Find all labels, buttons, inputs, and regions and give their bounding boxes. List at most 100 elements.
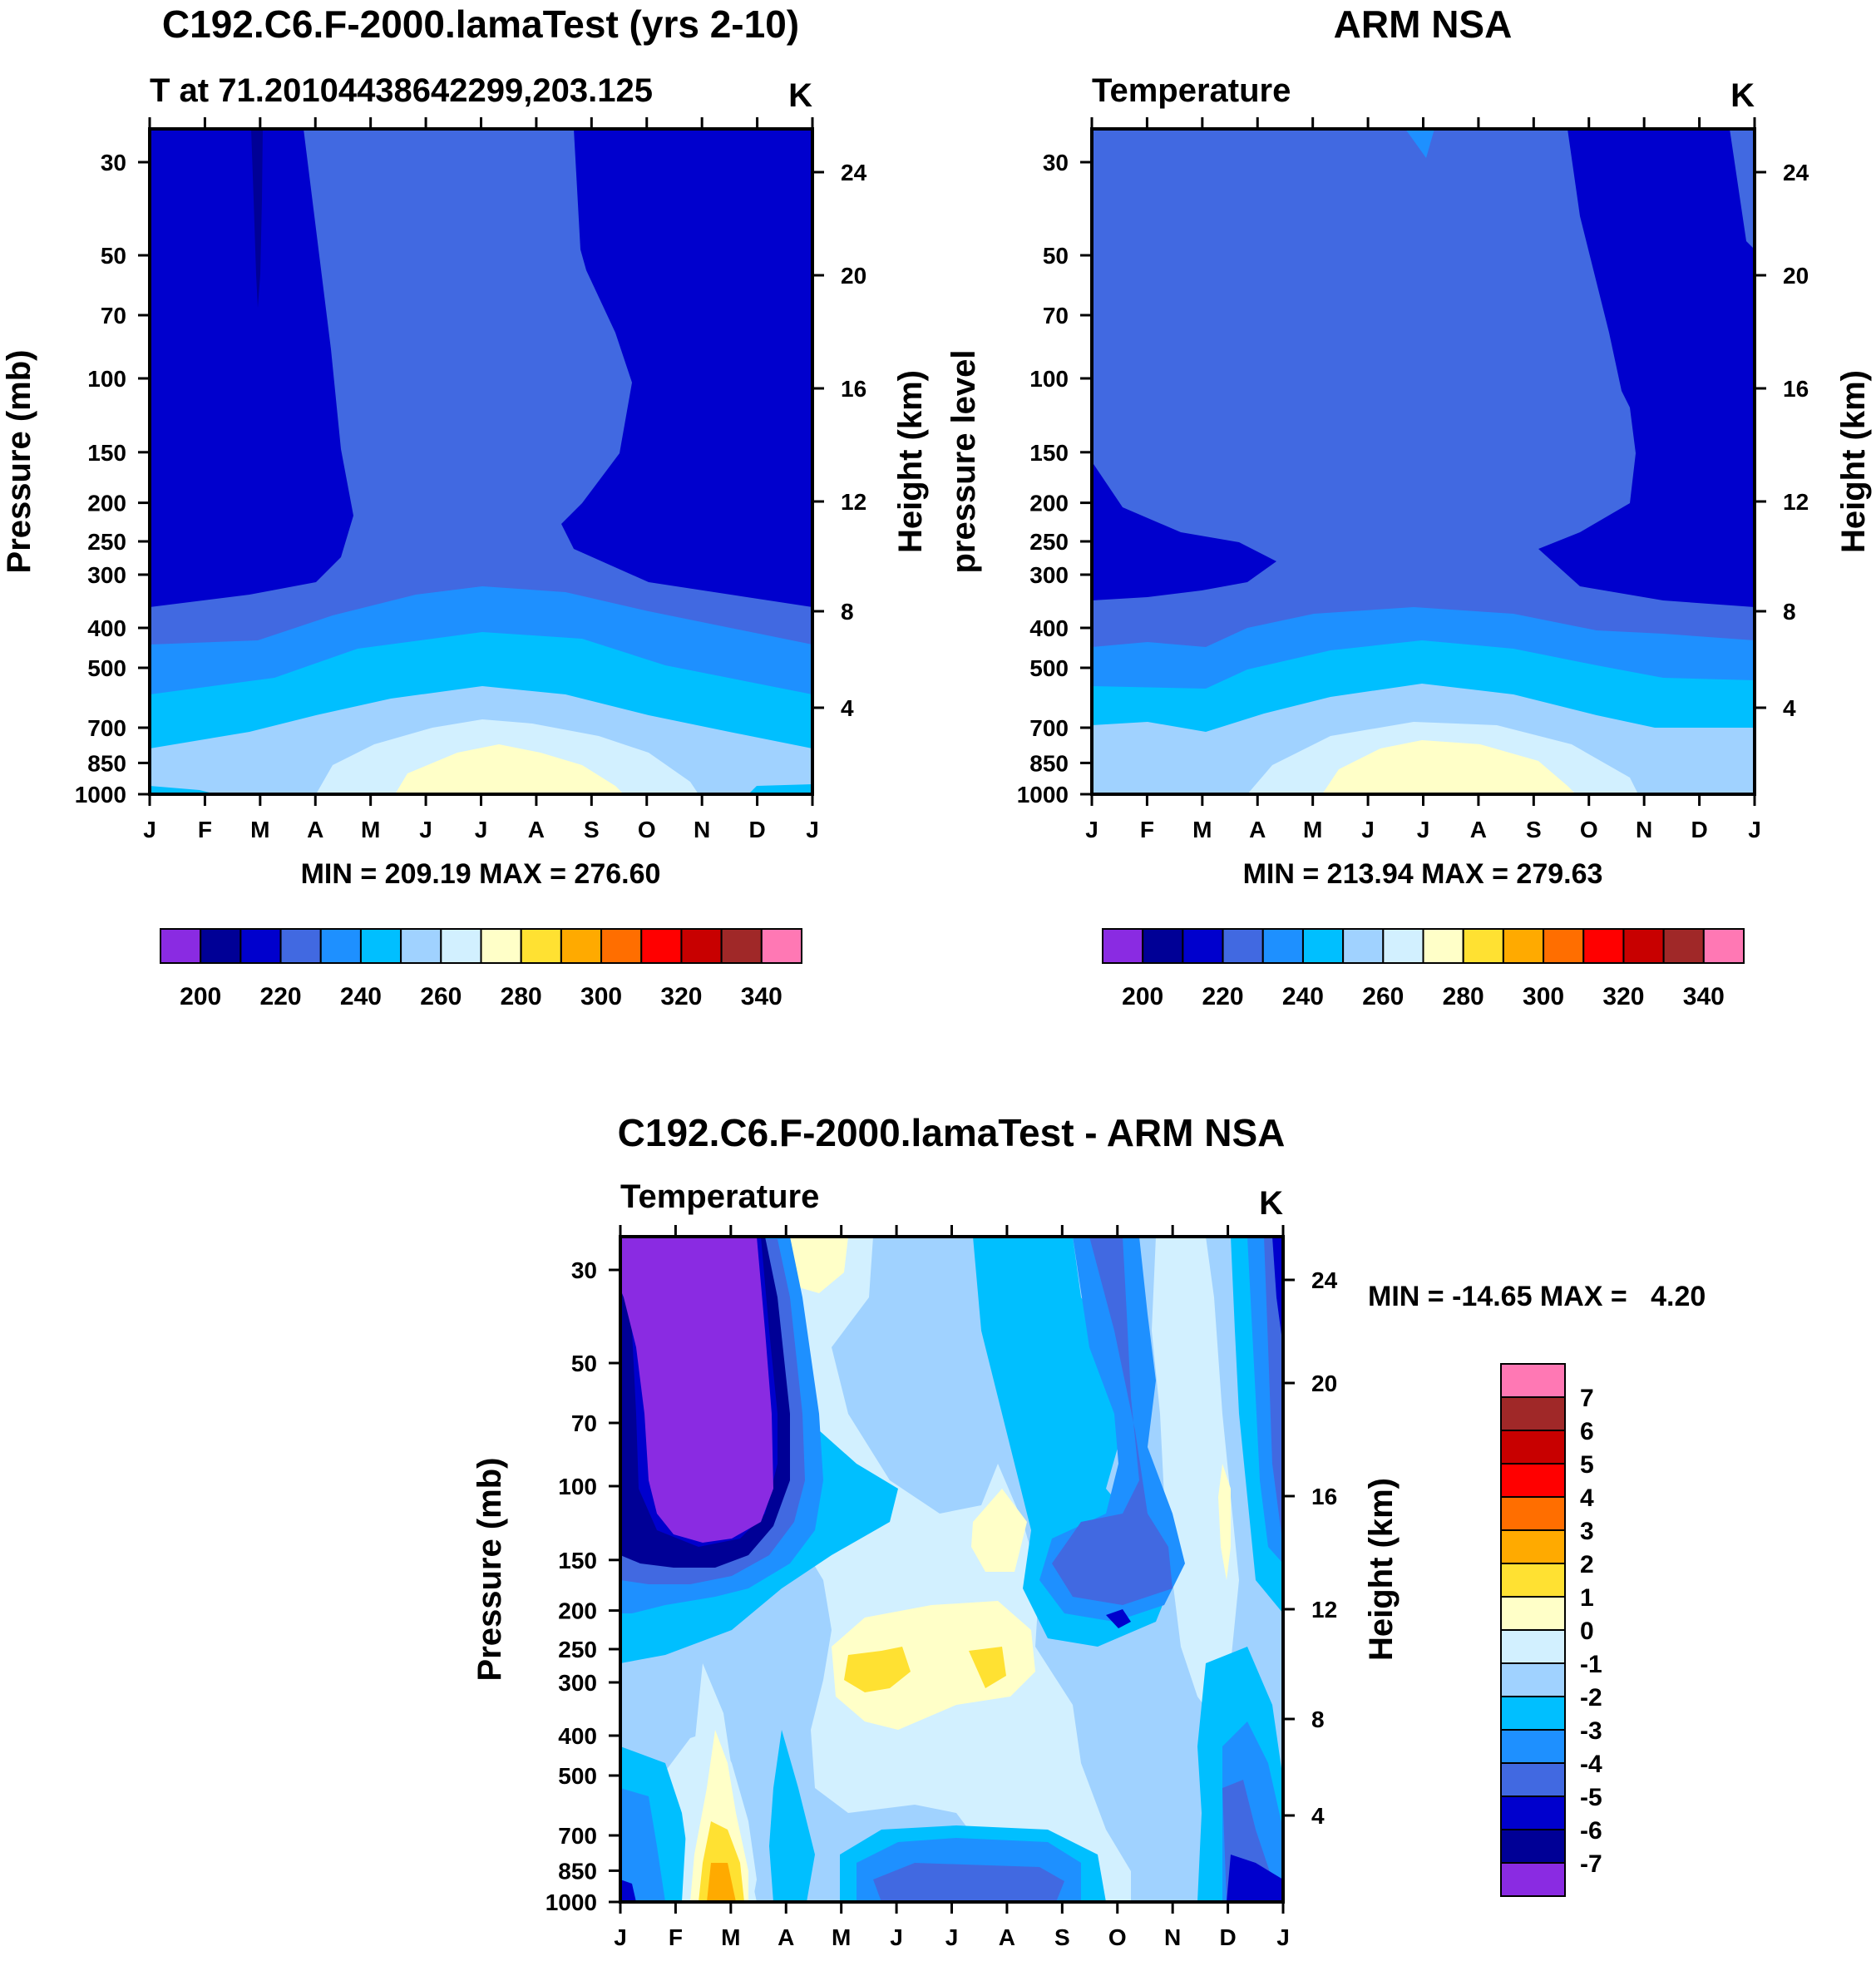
x-tick-label: A [1249,817,1266,842]
y2-tick-label: 12 [1311,1597,1337,1623]
colorbar-swatch [1500,1363,1566,1398]
colorbar-swatch [1500,1862,1566,1897]
x-tick-label: J [1276,1924,1290,1950]
panel-diff: C192.C6.F-2000.lamaTest - ARM NSA Temper… [471,1111,1706,1950]
y-tick-label: 70 [571,1410,597,1436]
x-tick-label: M [250,817,269,842]
colorbar-label: 5 [1580,1451,1594,1479]
panel-model-ylabel: Pressure (mb) [1,350,37,574]
panel-diff-subtitle: Temperature [620,1178,819,1215]
contour-fill [620,1788,665,1902]
y-tick-label: 400 [558,1723,597,1749]
x-tick-label: M [1303,817,1322,842]
colorbar-swatch [160,928,202,964]
colorbar-swatch [1222,928,1264,964]
x-tick-label: N [694,817,710,842]
y-tick-label: 150 [558,1548,597,1573]
contour-fill [1106,1609,1131,1628]
colorbar-swatch [1662,928,1705,964]
y-tick-label: 100 [87,366,126,392]
x-tick-label: J [1417,817,1430,842]
panel-obs-minmax: MIN = 213.94 MAX = 279.63 [1243,858,1603,890]
y2-tick-label: 20 [841,263,866,289]
y2-tick-label: 4 [841,695,854,721]
panel-diff-title: C192.C6.F-2000.lamaTest - ARM NSA [618,1111,1286,1154]
colorbar-swatch [520,928,562,964]
colorbar-label: 340 [741,983,782,1010]
y2-tick-label: 12 [1783,489,1809,515]
colorbar-swatch [400,928,442,964]
colorbar-label: 300 [1523,983,1564,1010]
y-tick-label: 850 [558,1858,597,1884]
contour-fill [1272,1237,1283,1347]
colorbar-swatch [200,928,242,964]
colorbar-swatch [1582,928,1625,964]
colorbar-swatch [1500,1563,1566,1598]
colorbar-label: 200 [180,983,221,1010]
contour-fill [1227,1855,1283,1902]
x-tick-label: O [1580,817,1598,842]
y2-tick-label: 24 [1311,1267,1338,1293]
contour-fill [150,786,216,794]
y-tick-label: 200 [1029,491,1069,516]
colorbar-swatch [680,928,723,964]
colorbar-swatch [1500,1696,1566,1731]
colorbar-swatch [440,928,482,964]
contour-fill [251,129,263,308]
colorbar-label: 260 [420,983,462,1010]
colorbar-swatch [1500,1596,1566,1631]
contour-fill [1218,1464,1231,1580]
colorbar-label: 4 [1580,1484,1594,1512]
colorbar-swatch [1622,928,1665,964]
colorbar-swatch [1500,1796,1566,1830]
x-tick-label: S [1054,1924,1070,1950]
contour-fill [832,1601,1035,1730]
y-tick-label: 1000 [75,782,126,808]
x-tick-label: A [307,817,323,842]
colorbar-label: -5 [1580,1784,1602,1811]
contour-fill [707,1863,736,1902]
colorbar-swatch [1142,928,1184,964]
y-tick-label: 700 [87,715,126,741]
x-tick-label: D [1219,1924,1236,1950]
x-tick-label: S [584,817,600,842]
x-tick-label: F [198,817,212,842]
colorbar-label: 340 [1683,983,1725,1010]
x-tick-label: J [806,817,819,842]
y-tick-label: 850 [1029,750,1069,776]
y-tick-label: 500 [1029,655,1069,681]
y-tick-label: 200 [558,1598,597,1624]
contour-fill [1405,129,1434,158]
y-tick-label: 100 [1029,366,1069,392]
panel-model-units: K [788,77,812,114]
y-tick-label: 300 [558,1670,597,1696]
y-tick-label: 250 [558,1637,597,1662]
panel-obs-contours [1092,129,1755,794]
colorbar-label: -6 [1580,1817,1602,1845]
colorbar-label: 280 [1443,983,1484,1010]
x-tick-label: J [890,1924,903,1950]
panel-diff-units: K [1259,1185,1283,1222]
contour-fill [620,1879,636,1902]
contour-fill [1538,129,1755,607]
colorbar-label: -4 [1580,1751,1602,1778]
y-tick-label: 30 [101,150,126,175]
colorbar-swatch [1502,928,1545,964]
contour-fill [1152,1237,1239,1730]
colorbar-swatch [640,928,683,964]
x-tick-label: N [1164,1924,1181,1950]
y-tick-label: 500 [558,1763,597,1789]
panel-model-colorbar: 200 220 240 260 280 300 320 340 [160,928,802,1010]
colorbar-swatch [1382,928,1424,964]
x-tick-label: J [1748,817,1761,842]
y2-tick-label: 16 [1311,1484,1337,1509]
colorbar-label: 2 [1580,1551,1594,1578]
y-tick-label: 30 [571,1257,597,1283]
panel-model-subtitle: T at 71.20104438642299,203.125 [150,72,653,109]
colorbar-swatch [279,928,322,964]
panel-obs-ylabel-right: Height (km) [1835,370,1872,553]
contour-fill [1322,740,1576,794]
colorbar-label: 1 [1580,1584,1594,1612]
contour-fill [395,744,624,794]
colorbar-swatch [1422,928,1464,964]
